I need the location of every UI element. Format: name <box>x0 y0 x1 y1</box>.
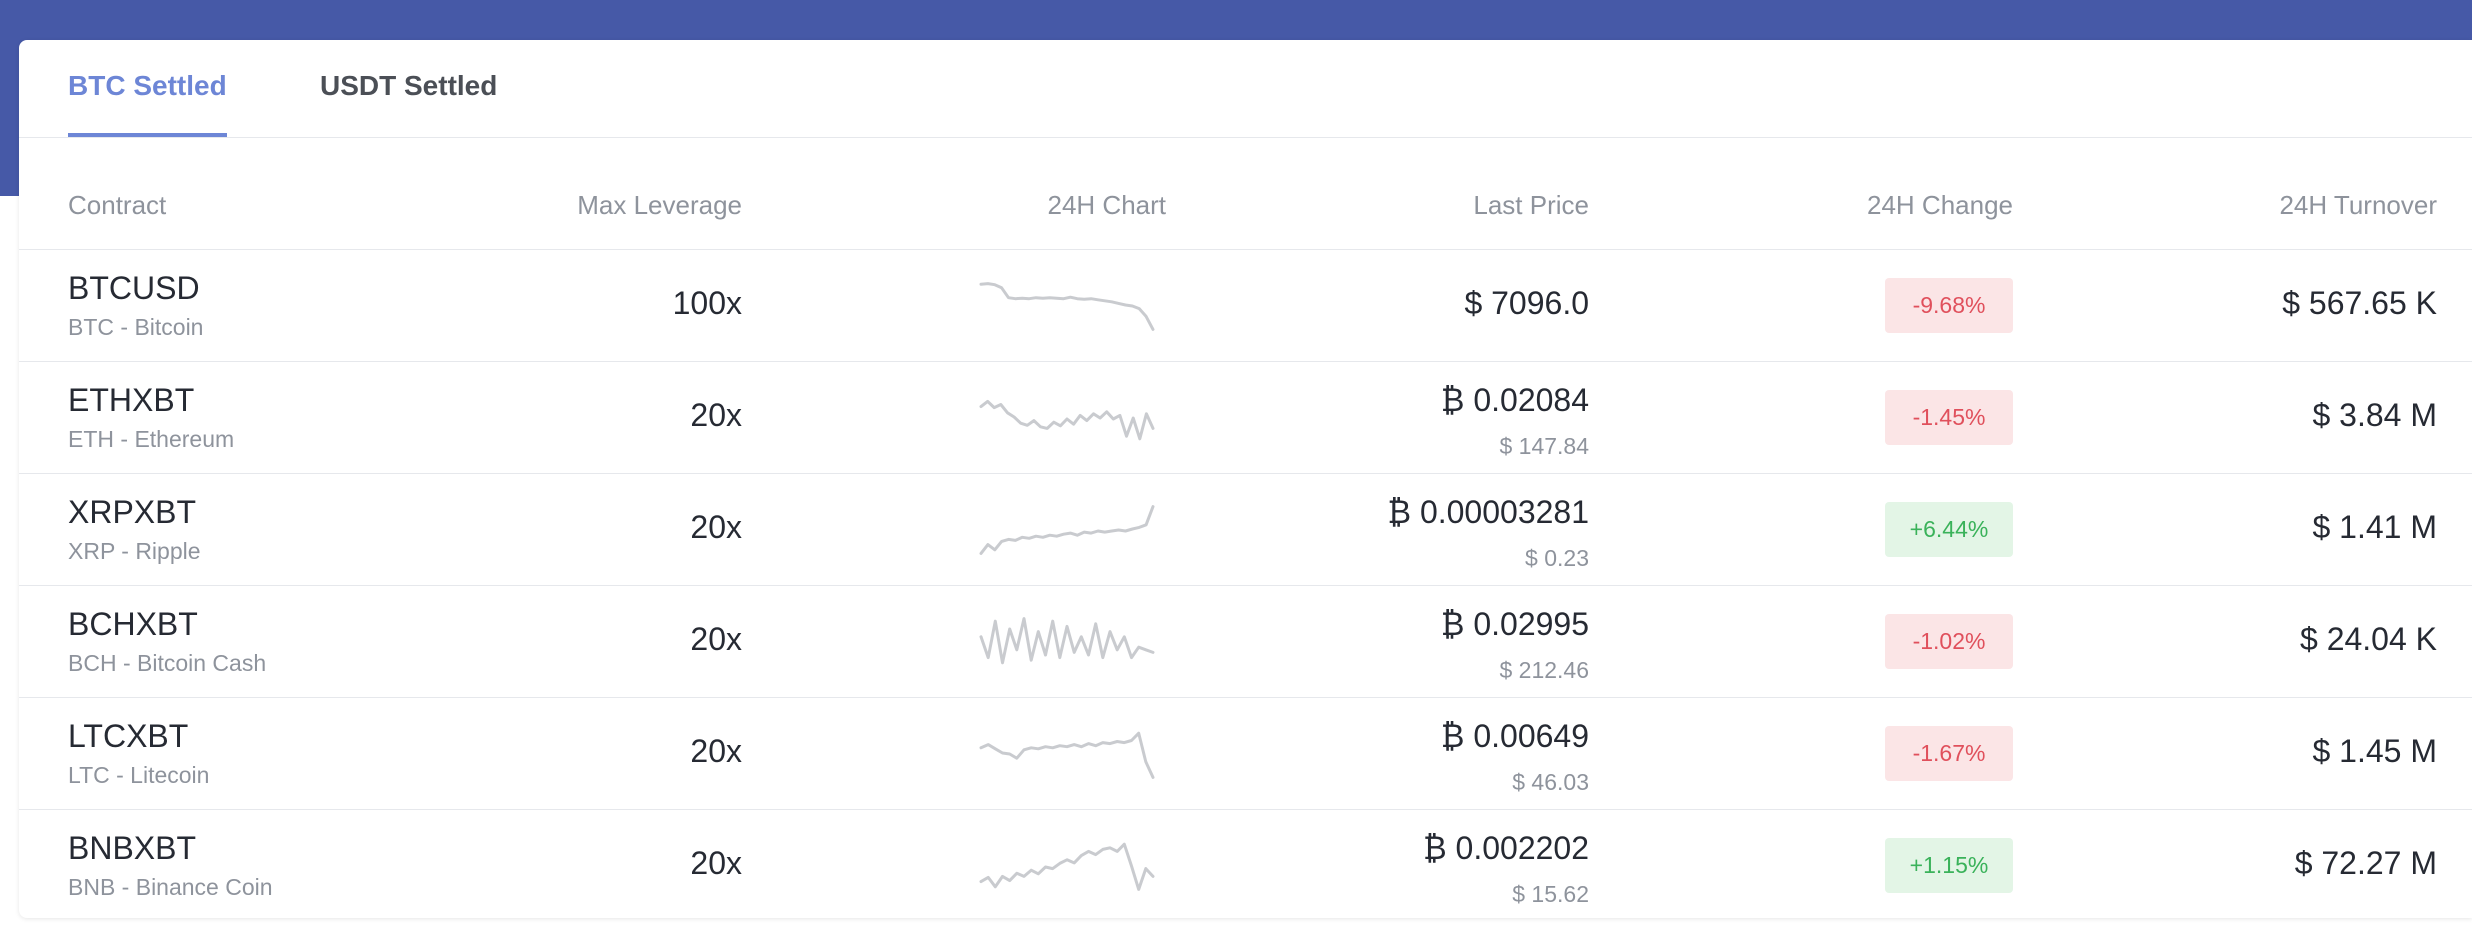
contract-symbol: BNBXBT <box>68 830 197 866</box>
table-row[interactable]: BNBXBT BNB - Binance Coin 20x ₿ 0.002202 $ 1… <box>19 810 2472 918</box>
change-badge: -9.68% <box>1885 278 2013 333</box>
sparkline-chart <box>979 842 1155 891</box>
table-row[interactable]: XRPXBT XRP - Ripple 20x ₿ 0.00003281 $ 0.23 +… <box>19 474 2472 586</box>
sparkline-line <box>979 731 1155 779</box>
contract-symbol: BCHXBT <box>68 606 198 642</box>
contract-name: BTC - Bitcoin <box>68 314 204 340</box>
sparkline-line <box>979 842 1155 891</box>
last-price-value: ₿ 0.02084 <box>1440 382 1589 418</box>
table-header: Contract Max Leverage 24H Chart Last Pri… <box>19 138 2472 250</box>
header-max-leverage: Max Leverage <box>577 190 742 220</box>
tab-usdt-settled[interactable]: USDT Settled <box>320 70 498 101</box>
contract-name: BCH - Bitcoin Cash <box>68 650 267 676</box>
last-price-value: ₿ 0.00003281 <box>1387 494 1589 530</box>
max-leverage-value: 20x <box>690 733 742 769</box>
last-price-usd: $ 15.62 <box>1512 881 1589 907</box>
sparkline-chart <box>979 731 1155 779</box>
max-leverage-value: 20x <box>690 621 742 657</box>
tab-btc-settled[interactable]: BTC Settled <box>68 70 227 137</box>
contract-name: BNB - Binance Coin <box>68 874 273 900</box>
contract-name: XRP - Ripple <box>68 538 201 564</box>
sparkline-line <box>979 617 1155 665</box>
last-price-value: ₿ 0.00649 <box>1440 718 1589 754</box>
sparkline-line <box>979 282 1155 331</box>
sparkline-line <box>979 399 1155 441</box>
last-price-usd: $ 212.46 <box>1499 657 1589 683</box>
last-price-value: ₿ 0.02995 <box>1440 606 1589 642</box>
sparkline-chart <box>979 399 1155 441</box>
sparkline-chart <box>979 617 1155 665</box>
change-badge: -1.02% <box>1885 614 2013 669</box>
last-price-value: $ 7096.0 <box>1464 285 1589 321</box>
turnover-value: $ 72.27 M <box>2294 845 2437 881</box>
sparkline-chart <box>979 505 1155 555</box>
sparkline-line <box>979 505 1155 555</box>
max-leverage-value: 20x <box>690 509 742 545</box>
turnover-value: $ 3.84 M <box>2312 397 2437 433</box>
turnover-value: $ 1.41 M <box>2312 509 2437 545</box>
header-last-price: Last Price <box>1473 190 1589 220</box>
settlement-tabs: BTC Settled USDT Settled <box>19 40 2472 138</box>
max-leverage-value: 20x <box>690 845 742 881</box>
table-row[interactable]: ETHXBT ETH - Ethereum 20x ₿ 0.02084 $ 147.84… <box>19 362 2472 474</box>
turnover-value: $ 1.45 M <box>2312 733 2437 769</box>
sparkline-chart <box>979 282 1155 331</box>
change-badge: -1.67% <box>1885 726 2013 781</box>
change-badge: +6.44% <box>1885 502 2013 557</box>
table-row[interactable]: BCHXBT BCH - Bitcoin Cash 20x ₿ 0.02995 $ 21… <box>19 586 2472 698</box>
table-row[interactable]: BTCUSD BTC - Bitcoin 100x $ 7096.0 -9.68% $ 5… <box>19 250 2472 362</box>
header-24h-chart: 24H Chart <box>1047 190 1167 220</box>
contracts-table-body: BTCUSD BTC - Bitcoin 100x $ 7096.0 -9.68% $ 5… <box>19 250 2472 918</box>
turnover-value: $ 567.65 K <box>2282 285 2437 321</box>
contract-symbol: ETHXBT <box>68 382 195 418</box>
turnover-value: $ 24.04 K <box>2300 621 2437 657</box>
last-price-usd: $ 46.03 <box>1512 769 1589 795</box>
max-leverage-value: 100x <box>672 285 742 321</box>
table-row[interactable]: LTCXBT LTC - Litecoin 20x ₿ 0.00649 $ 46.03 -… <box>19 698 2472 810</box>
contract-symbol: XRPXBT <box>68 494 197 530</box>
last-price-usd: $ 0.23 <box>1525 545 1589 571</box>
contracts-card: BTC Settled USDT Settled Contract Max Le… <box>19 40 2472 918</box>
header-24h-change: 24H Change <box>1867 190 2013 220</box>
change-badge: +1.15% <box>1885 838 2013 893</box>
contract-name: ETH - Ethereum <box>68 426 235 452</box>
last-price-usd: $ 147.84 <box>1499 433 1589 459</box>
max-leverage-value: 20x <box>690 397 742 433</box>
change-badge: -1.45% <box>1885 390 2013 445</box>
header-contract: Contract <box>68 190 167 220</box>
last-price-value: ₿ 0.002202 <box>1422 830 1589 866</box>
contract-name: LTC - Litecoin <box>68 762 210 788</box>
contract-symbol: LTCXBT <box>68 718 189 754</box>
header-24h-turnover: 24H Turnover <box>2279 190 2437 220</box>
contract-symbol: BTCUSD <box>68 270 200 306</box>
